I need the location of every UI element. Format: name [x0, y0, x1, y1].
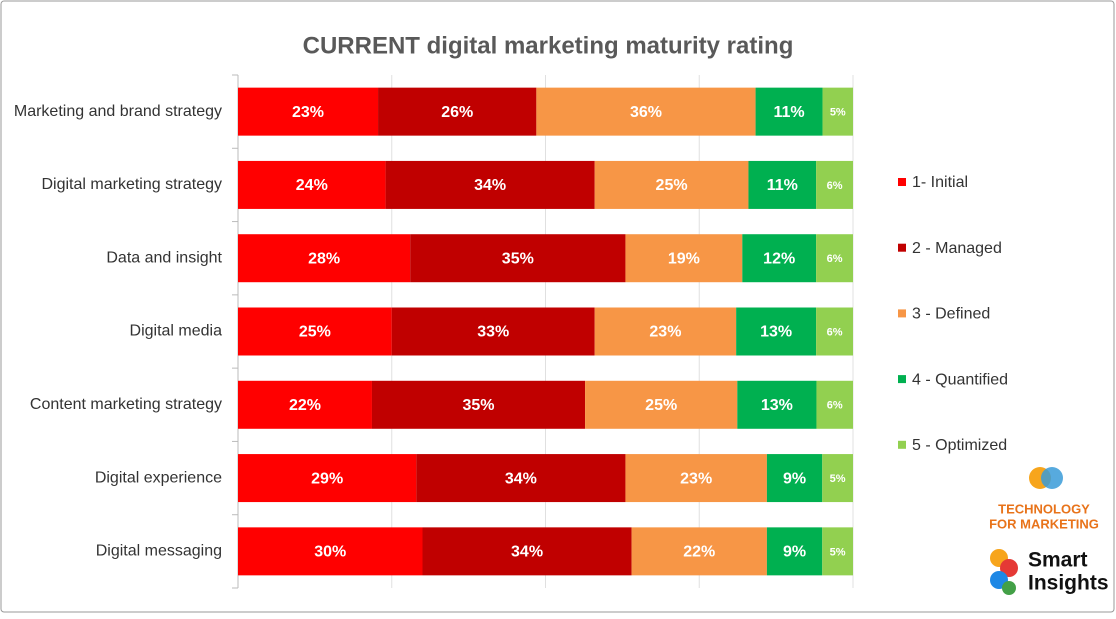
bar-segment	[736, 307, 817, 356]
bar-segment	[737, 380, 817, 429]
bar-segment	[822, 87, 853, 136]
bar-segment	[816, 380, 853, 429]
bar-segment	[631, 527, 767, 576]
category-label: Marketing and brand strategy	[14, 103, 222, 120]
logo-shape	[1041, 467, 1063, 489]
data-label: 34%	[511, 544, 543, 561]
bar-segment	[816, 234, 853, 283]
data-label: 35%	[502, 250, 534, 267]
category-label: Digital experience	[95, 469, 222, 486]
bar-segment	[816, 307, 853, 356]
legend-swatch	[898, 440, 906, 449]
bar-segment	[766, 527, 823, 576]
bar-segment	[385, 160, 595, 209]
bar-segment	[625, 234, 743, 283]
data-label: 23%	[649, 324, 681, 341]
data-label: 5%	[830, 473, 846, 485]
data-label: 6%	[827, 180, 843, 192]
bar-segment	[422, 527, 632, 576]
data-label: 6%	[827, 326, 843, 338]
legend-label: 5 - Optimized	[912, 437, 1007, 454]
smart-insights-logo: Smart Insights	[990, 549, 1109, 595]
legend-label: 2 - Managed	[912, 240, 1002, 257]
logo-text: Insights	[1028, 572, 1109, 595]
data-label: 28%	[308, 250, 340, 267]
bar-segment	[238, 307, 392, 356]
data-label: 13%	[761, 397, 793, 414]
bar-segment	[238, 234, 411, 283]
data-label: 11%	[773, 104, 804, 121]
data-label: 25%	[299, 324, 331, 341]
bar-segment	[755, 87, 823, 136]
data-label: 30%	[314, 544, 346, 561]
data-label: 36%	[630, 104, 662, 121]
data-label: 9%	[783, 544, 806, 561]
data-label: 23%	[680, 470, 712, 487]
data-label: 24%	[296, 177, 328, 194]
bar-segment	[766, 454, 823, 503]
data-label: 34%	[505, 470, 537, 487]
logo-shape	[1002, 581, 1016, 595]
bar-segment	[238, 527, 423, 576]
data-label: 25%	[645, 397, 677, 414]
logo-shape	[1000, 559, 1018, 577]
data-label: 5%	[830, 107, 846, 119]
data-label: 6%	[827, 400, 843, 412]
legend-label: 1- Initial	[912, 174, 968, 191]
bar-segment	[822, 527, 853, 576]
data-label: 34%	[474, 177, 506, 194]
bar-segment	[816, 160, 853, 209]
data-label: 35%	[463, 397, 495, 414]
data-label: 6%	[827, 253, 843, 265]
data-label: 26%	[441, 104, 473, 121]
data-label: 23%	[292, 104, 324, 121]
logo-text: TECHNOLOGY	[998, 501, 1090, 516]
bar-segment	[742, 234, 817, 283]
bar-segment	[536, 87, 756, 136]
bar-segment	[391, 307, 595, 356]
category-label: Digital marketing strategy	[41, 176, 222, 193]
bar-segment	[594, 160, 749, 209]
category-label: Content marketing strategy	[30, 396, 222, 413]
category-label: Digital media	[130, 323, 223, 340]
bar-segment	[625, 454, 767, 503]
legend-swatch	[898, 243, 906, 252]
bar-segment	[238, 87, 379, 136]
bar-segment	[238, 454, 417, 503]
category-label: Data and insight	[106, 249, 222, 266]
bar-segment	[238, 380, 372, 429]
legend-label: 4 - Quantified	[912, 371, 1008, 388]
bar-segment	[822, 454, 853, 503]
data-label: 33%	[477, 324, 509, 341]
bar-segment	[748, 160, 817, 209]
legend-label: 3 - Defined	[912, 306, 990, 323]
data-label: 29%	[311, 470, 343, 487]
bar-segment	[371, 380, 586, 429]
data-label: 5%	[830, 546, 846, 558]
data-label: 12%	[763, 250, 795, 267]
tfm-logo: TECHNOLOGY FOR MARKETING	[989, 467, 1099, 531]
data-label: 13%	[760, 324, 792, 341]
data-label: 19%	[668, 250, 700, 267]
logo-text: FOR MARKETING	[989, 516, 1099, 531]
data-label: 11%	[767, 177, 798, 194]
data-label: 25%	[656, 177, 688, 194]
bar-segment	[238, 160, 386, 209]
bar-segment	[416, 454, 626, 503]
logo-text: Smart	[1028, 549, 1088, 572]
data-label: 9%	[783, 470, 806, 487]
category-label: Digital messaging	[96, 543, 222, 560]
bar-segment	[378, 87, 537, 136]
chart-title: CURRENT digital marketing maturity ratin…	[303, 32, 794, 59]
legend-swatch	[898, 309, 906, 318]
legend-swatch	[898, 375, 906, 384]
bar-segment	[585, 380, 738, 429]
data-label: 22%	[683, 544, 715, 561]
bar-segment	[594, 307, 737, 356]
bar-segment	[410, 234, 626, 283]
data-label: 22%	[289, 397, 321, 414]
legend-swatch	[898, 178, 906, 186]
